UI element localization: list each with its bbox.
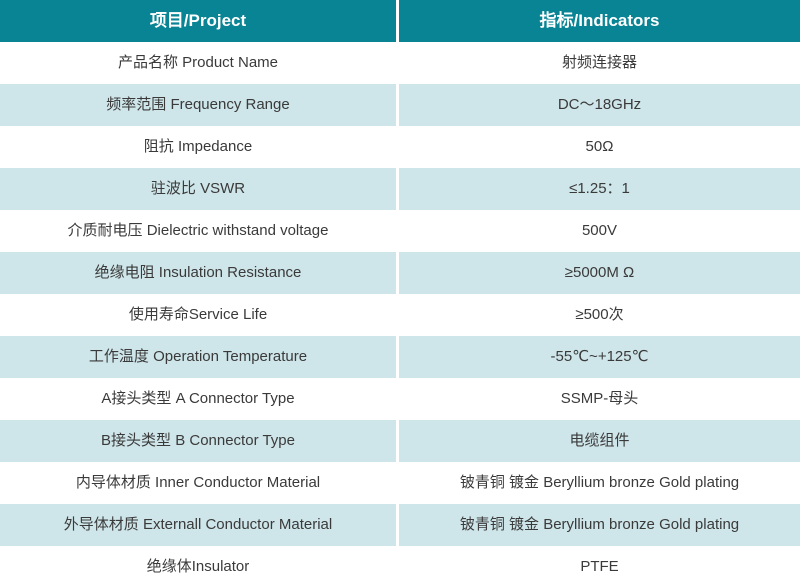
table-row-insulation-resistance: 绝缘电阻 Insulation Resistance ≥5000M Ω (0, 252, 800, 294)
indicator-cell: SSMP-母头 (399, 378, 800, 420)
table-row-dielectric-withstand-voltage: 介质耐电压 Dielectric withstand voltage 500V (0, 210, 800, 252)
indicator-cell: ≥500次 (399, 294, 800, 336)
indicator-cell: PTFE (399, 546, 800, 588)
table-row-operation-temperature: 工作温度 Operation Temperature -55℃~+125℃ (0, 336, 800, 378)
table-row-vswr: 驻波比 VSWR ≤1.25：1 (0, 168, 800, 210)
indicator-cell: -55℃~+125℃ (399, 336, 800, 378)
indicator-cell: DC～18GHz (399, 84, 800, 126)
indicator-cell: 铍青铜 镀金 Beryllium bronze Gold plating (399, 462, 800, 504)
indicator-cell: 射频连接器 (399, 42, 800, 84)
project-cell: 内导体材质 Inner Conductor Material (0, 462, 396, 504)
project-cell: 驻波比 VSWR (0, 168, 396, 210)
project-cell: 阻抗 Impedance (0, 126, 396, 168)
table-row-insulator: 绝缘体Insulator PTFE (0, 546, 800, 588)
project-cell: 产品名称 Product Name (0, 42, 396, 84)
header-indicators: 指标/Indicators (399, 0, 800, 42)
project-cell: 工作温度 Operation Temperature (0, 336, 396, 378)
indicator-cell: 铍青铜 镀金 Beryllium bronze Gold plating (399, 504, 800, 546)
table-row-a-connector-type: A接头类型 A Connector Type SSMP-母头 (0, 378, 800, 420)
table-row-external-conductor-material: 外导体材质 Externall Conductor Material 铍青铜 镀… (0, 504, 800, 546)
project-cell: A接头类型 A Connector Type (0, 378, 396, 420)
table-row-frequency-range: 频率范围 Frequency Range DC～18GHz (0, 84, 800, 126)
indicator-cell: 50Ω (399, 126, 800, 168)
project-cell: 介质耐电压 Dielectric withstand voltage (0, 210, 396, 252)
project-cell: 绝缘体Insulator (0, 546, 396, 588)
project-cell: 绝缘电阻 Insulation Resistance (0, 252, 396, 294)
table-row-b-connector-type: B接头类型 B Connector Type 电缆组件 (0, 420, 800, 462)
indicator-cell: 电缆组件 (399, 420, 800, 462)
project-cell: 频率范围 Frequency Range (0, 84, 396, 126)
indicator-cell: ≥5000M Ω (399, 252, 800, 294)
header-project: 项目/Project (0, 0, 396, 42)
table-row-product-name: 产品名称 Product Name 射频连接器 (0, 42, 800, 84)
table-row-impedance: 阻抗 Impedance 50Ω (0, 126, 800, 168)
project-cell: 外导体材质 Externall Conductor Material (0, 504, 396, 546)
project-cell: 使用寿命Service Life (0, 294, 396, 336)
project-cell: B接头类型 B Connector Type (0, 420, 396, 462)
indicator-cell: ≤1.25：1 (399, 168, 800, 210)
table-header-row: 项目/Project 指标/Indicators (0, 0, 800, 42)
table-row-service-life: 使用寿命Service Life ≥500次 (0, 294, 800, 336)
table-row-inner-conductor-material: 内导体材质 Inner Conductor Material 铍青铜 镀金 Be… (0, 462, 800, 504)
indicator-cell: 500V (399, 210, 800, 252)
